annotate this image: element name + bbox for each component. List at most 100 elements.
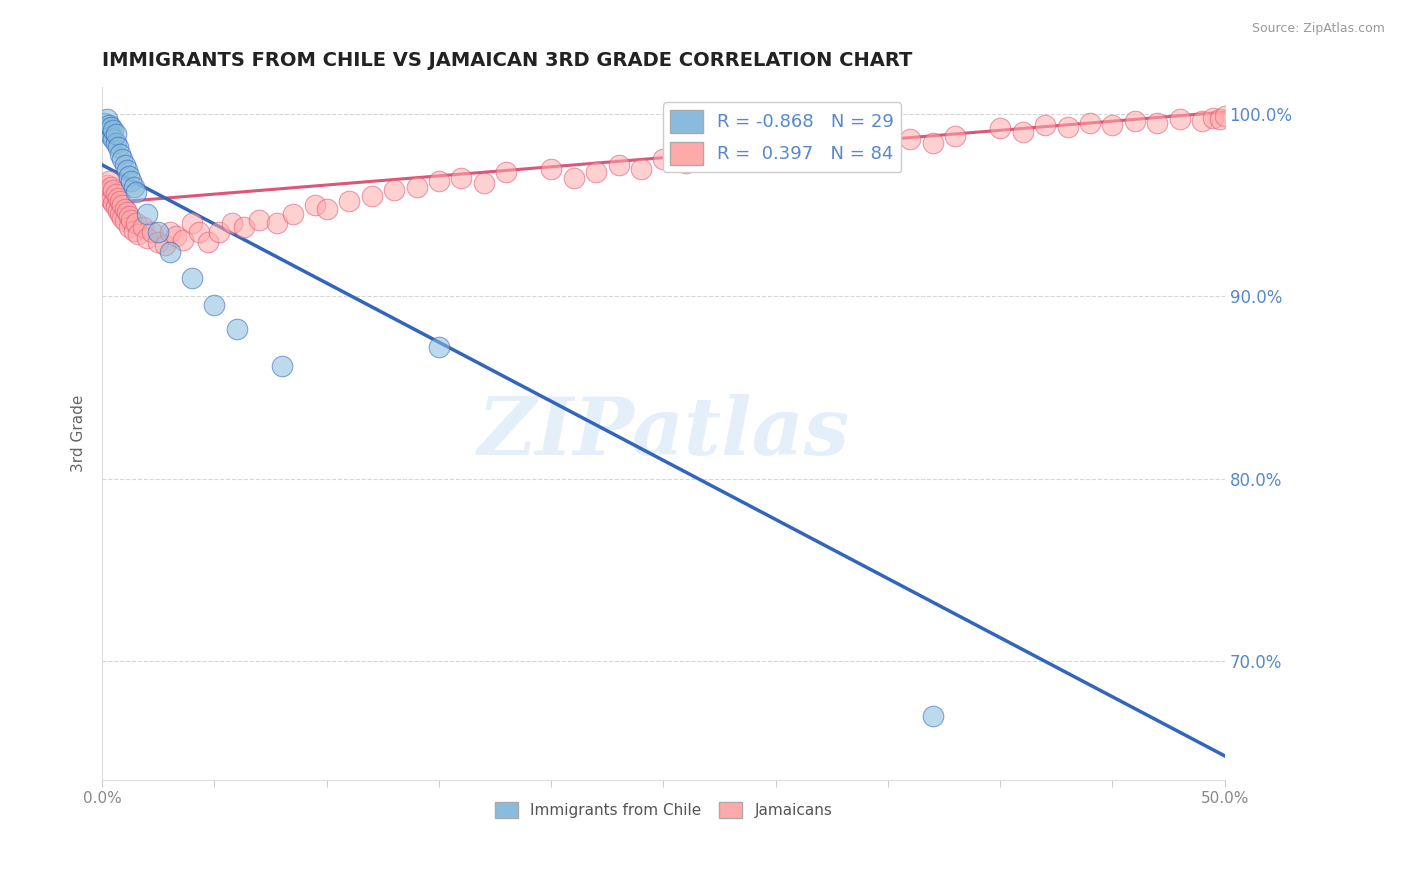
Point (226, 322, 249, 336)
Point (97, 186, 120, 200)
Point (159, 226, 181, 240)
Point (697, 147, 720, 161)
Point (114, 214, 136, 228)
Point (787, 139, 810, 153)
Point (114, 202, 136, 216)
Point (111, 153, 134, 167)
Point (148, 226, 170, 240)
Point (1191, 114, 1213, 128)
Point (96, 112, 118, 127)
Point (111, 198, 134, 212)
Point (765, 147, 787, 161)
Point (136, 231, 159, 245)
Point (103, 132, 125, 146)
Point (900, 132, 922, 146)
Point (93, 116, 115, 130)
Point (197, 235, 219, 249)
Point (107, 191, 129, 205)
Point (585, 165, 607, 179)
Point (495, 165, 517, 179)
Point (208, 226, 231, 240)
Point (921, 708, 943, 723)
Point (141, 226, 163, 240)
Point (742, 144, 765, 158)
Point (855, 139, 877, 153)
Point (120, 212, 142, 227)
Point (165, 229, 187, 244)
Point (1213, 109, 1236, 123)
Point (115, 163, 138, 178)
Point (136, 207, 159, 221)
Point (148, 235, 170, 249)
Point (108, 147, 131, 161)
Point (630, 161, 652, 176)
Point (221, 216, 243, 230)
Point (96, 121, 118, 136)
Point (96, 189, 118, 203)
Point (125, 216, 148, 230)
Point (1123, 114, 1146, 128)
Point (104, 127, 127, 141)
Point (103, 196, 125, 211)
Point (540, 161, 562, 176)
Point (360, 189, 382, 203)
Point (181, 216, 204, 230)
Point (100, 179, 122, 194)
Point (450, 170, 472, 185)
Text: IMMIGRANTS FROM CHILE VS JAMAICAN 3RD GRADE CORRELATION CHART: IMMIGRANTS FROM CHILE VS JAMAICAN 3RD GR… (103, 51, 912, 70)
Point (103, 184, 125, 198)
Point (315, 202, 337, 216)
Point (427, 340, 450, 354)
Point (97, 125, 120, 139)
Point (107, 203, 129, 218)
Point (382, 184, 405, 198)
Point (1146, 116, 1168, 130)
Point (97, 118, 120, 132)
Point (270, 359, 292, 373)
Y-axis label: 3rd Grade: 3rd Grade (72, 394, 86, 472)
Point (720, 151, 742, 165)
Point (153, 238, 176, 252)
Point (652, 153, 675, 167)
Point (114, 158, 136, 172)
Point (120, 174, 142, 188)
Point (204, 298, 226, 312)
Point (562, 170, 585, 185)
Point (181, 271, 204, 285)
Point (131, 219, 153, 234)
Point (103, 123, 125, 137)
Point (172, 233, 194, 247)
Point (122, 224, 145, 238)
Text: ZIPatlas: ZIPatlas (478, 394, 849, 472)
Point (266, 216, 288, 230)
Point (607, 158, 630, 172)
Point (115, 205, 138, 219)
Point (118, 209, 141, 223)
Point (405, 179, 427, 194)
Point (97, 174, 120, 188)
Point (427, 174, 450, 188)
Point (111, 211, 134, 225)
Point (104, 200, 127, 214)
Point (988, 121, 1011, 136)
Point (1011, 125, 1033, 139)
Point (1056, 120, 1078, 134)
Point (337, 194, 360, 209)
Point (472, 176, 495, 190)
Point (118, 169, 141, 183)
Point (100, 128, 122, 143)
Point (187, 226, 209, 240)
Point (281, 207, 304, 221)
Point (1168, 112, 1191, 127)
Legend: Immigrants from Chile, Jamaicans: Immigrants from Chile, Jamaicans (488, 796, 838, 824)
Point (100, 120, 122, 134)
Point (107, 139, 129, 153)
Point (96, 178, 118, 192)
Point (93, 184, 115, 198)
Point (1101, 118, 1123, 132)
Point (1202, 111, 1225, 125)
Point (108, 194, 131, 209)
Point (127, 227, 149, 242)
Point (247, 212, 270, 227)
Point (832, 136, 855, 150)
